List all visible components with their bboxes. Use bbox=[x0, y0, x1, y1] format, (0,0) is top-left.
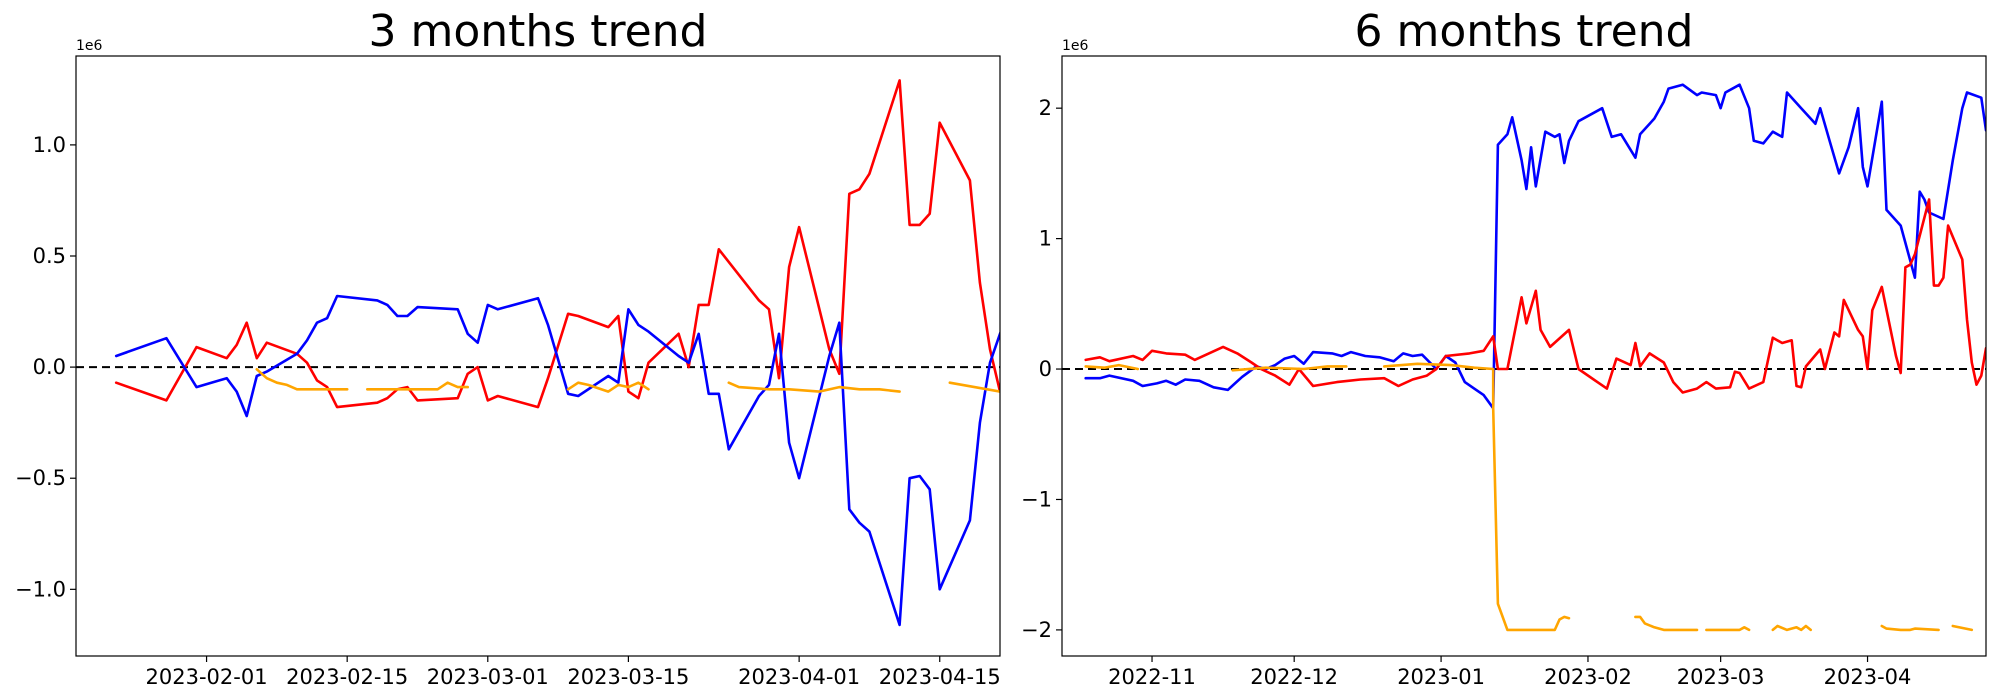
y-tick-label: 1.0 bbox=[33, 133, 66, 157]
series-line-0 bbox=[1084, 83, 1986, 410]
chart-6-months: 6 months trend 1e6 2 1 0 −1 −2 2022-11 2022-12… bbox=[1021, 6, 1987, 689]
y-tick-label: 1 bbox=[1039, 227, 1052, 251]
y-tick-label: 2 bbox=[1039, 96, 1052, 120]
axes-frame bbox=[1061, 55, 1987, 657]
y-tick-label: −1.0 bbox=[15, 577, 66, 601]
y-tick-label: −1 bbox=[1021, 487, 1052, 511]
series-line-2 bbox=[1084, 362, 1974, 632]
y-exponent-label: 1e6 bbox=[1062, 38, 1089, 54]
x-tick-label: 2023-03 bbox=[1677, 665, 1765, 689]
x-tick-label: 2023-04-15 bbox=[879, 665, 1001, 689]
series-line-0 bbox=[114, 79, 1000, 409]
y-tick-label: 0.0 bbox=[33, 355, 66, 379]
plot-area: 2 1 0 −1 −2 2022-11 2022-12 2023-01 2023-02 2023-… bbox=[1021, 55, 1987, 689]
x-tick-label: 2022-12 bbox=[1250, 665, 1338, 689]
series-line-2 bbox=[255, 368, 1000, 393]
y-tick-label: 0.5 bbox=[33, 244, 66, 268]
y-tick-label: 0 bbox=[1039, 357, 1052, 381]
chart-3-months: 3 months trend 1e6 1.0 0.5 0.0 −0.5 −1.0 2023… bbox=[15, 6, 1001, 689]
series-line-1 bbox=[1084, 198, 1986, 394]
y-tick-label: −2 bbox=[1021, 618, 1052, 642]
x-tick-label: 2023-04-01 bbox=[738, 665, 860, 689]
x-tick-label: 2023-03-15 bbox=[567, 665, 689, 689]
y-exponent-label: 1e6 bbox=[76, 38, 103, 54]
x-tick-label: 2023-02-01 bbox=[146, 665, 268, 689]
x-tick-label: 2023-03-01 bbox=[427, 665, 549, 689]
x-tick-label: 2023-01 bbox=[1397, 665, 1485, 689]
plot-area: 1.0 0.5 0.0 −0.5 −1.0 2023-02-01 2023-02-15 202… bbox=[15, 55, 1001, 689]
series-line-1 bbox=[114, 294, 1000, 627]
y-tick-label: −0.5 bbox=[15, 466, 66, 490]
axes-frame bbox=[75, 55, 1001, 657]
x-tick-label: 2023-02 bbox=[1544, 665, 1632, 689]
x-tick-label: 2022-11 bbox=[1108, 665, 1196, 689]
x-tick-label: 2023-02-15 bbox=[286, 665, 408, 689]
x-tick-label: 2023-04 bbox=[1824, 665, 1912, 689]
chart-title: 3 months trend bbox=[369, 6, 708, 57]
chart-title: 6 months trend bbox=[1355, 6, 1694, 57]
